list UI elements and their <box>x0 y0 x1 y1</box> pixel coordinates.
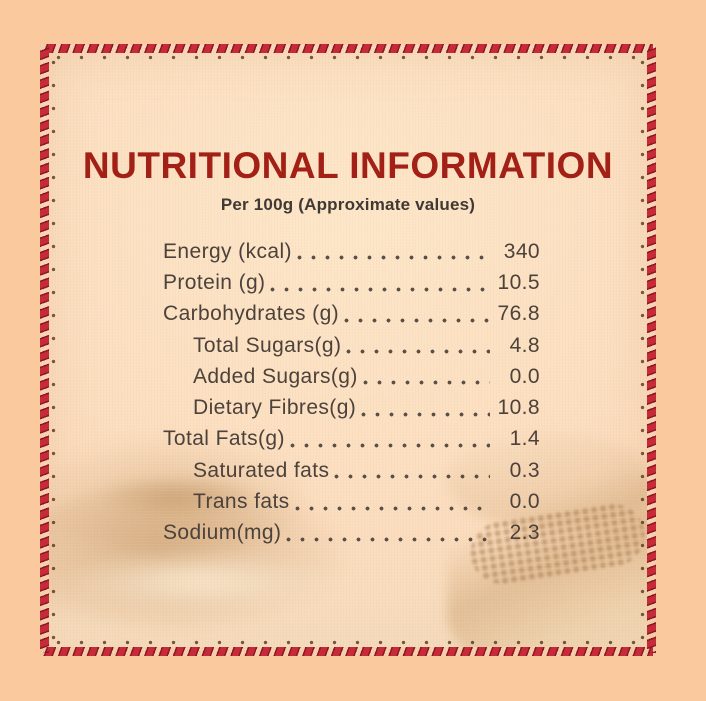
nutrient-label: Saturated fats <box>193 458 330 482</box>
stitch-knots-top <box>56 55 646 60</box>
nutrient-value: 340 <box>503 239 540 263</box>
dot-leader <box>346 349 490 355</box>
nutrient-value: 10.5 <box>497 270 540 294</box>
stitched-border-top <box>43 44 653 53</box>
nutrient-label: Total Fats(g) <box>163 427 285 451</box>
dot-leader <box>294 505 490 511</box>
nutrient-label: Energy (kcal) <box>163 239 292 263</box>
label-content: NUTRITIONAL INFORMATION Per 100g (Approx… <box>40 44 656 656</box>
label-panel: NUTRITIONAL INFORMATION Per 100g (Approx… <box>40 44 656 656</box>
nutrient-label: Protein (g) <box>163 270 266 294</box>
stitched-border-bottom <box>43 647 653 656</box>
nutrition-row: Energy (kcal) 340 <box>163 236 540 267</box>
nutrient-value: 0.3 <box>509 458 540 482</box>
nutrient-label: Sodium(mg) <box>163 521 282 545</box>
nutrition-row: Total Sugars(g) 4.8 <box>163 330 540 361</box>
dot-leader <box>286 536 490 542</box>
nutrition-row: Added Sugars(g) 0.0 <box>163 361 540 392</box>
stitched-border-left <box>40 47 49 653</box>
nutrition-row: Trans fats 0.0 <box>163 486 540 517</box>
stitch-knots-left <box>51 60 56 646</box>
nutrition-row: Sodium(mg) 2.3 <box>163 518 540 549</box>
nutrition-row: Carbohydrates (g) 76.8 <box>163 299 540 330</box>
nutrient-label: Total Sugars(g) <box>193 333 342 357</box>
nutrition-row: Protein (g) 10.5 <box>163 267 540 298</box>
nutrition-row: Dietary Fibres(g) 10.8 <box>163 392 540 423</box>
nutrient-value: 4.8 <box>509 333 540 357</box>
nutrient-value: 0.0 <box>509 364 540 388</box>
stitched-border-right <box>647 47 656 653</box>
nutrition-row: Saturated fats 0.3 <box>163 455 540 486</box>
nutrition-rows: Energy (kcal) 340 Protein (g) 10.5 Carbohydr… <box>163 236 540 549</box>
dot-leader <box>362 380 490 386</box>
subtitle: Per 100g (Approximate values) <box>220 195 476 214</box>
nutrient-label: Added Sugars(g) <box>193 364 358 388</box>
dot-leader <box>334 474 490 480</box>
dot-leader <box>344 317 490 323</box>
dot-leader <box>296 255 490 261</box>
nutrient-label: Carbohydrates (g) <box>163 302 340 326</box>
nutrient-value: 0.0 <box>509 490 540 514</box>
page-title: NUTRITIONAL INFORMATION <box>82 145 614 186</box>
nutrient-value: 10.8 <box>497 396 540 420</box>
stitch-knots-right <box>640 60 645 646</box>
dot-leader <box>270 286 490 292</box>
nutrient-value: 1.4 <box>509 427 540 451</box>
nutrient-value: 2.3 <box>509 521 540 545</box>
nutrient-label: Dietary Fibres(g) <box>193 396 357 420</box>
nutrition-row: Total Fats(g) 1.4 <box>163 424 540 455</box>
dot-leader <box>289 443 490 449</box>
nutrient-value: 76.8 <box>497 302 540 326</box>
dot-leader <box>361 411 490 417</box>
nutrient-label: Trans fats <box>193 490 290 514</box>
